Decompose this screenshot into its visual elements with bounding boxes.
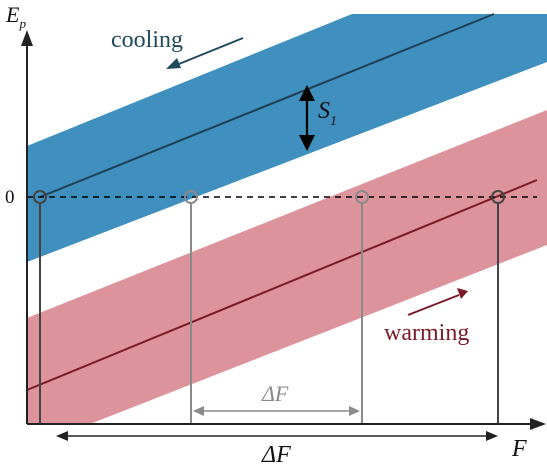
cooling-line	[39, 13, 495, 198]
delta-inner-label: ΔF	[261, 381, 289, 406]
y-axis-arrowhead	[21, 30, 33, 46]
cooling-arrow	[173, 37, 244, 67]
warming-arrow	[407, 294, 460, 316]
delta-inner-arrowhead-right	[349, 406, 360, 416]
warming-line	[26, 179, 538, 391]
cooling-arrowhead	[166, 58, 181, 69]
warming-band	[27, 110, 547, 424]
zero-label: 0	[5, 187, 15, 208]
intersection-circle-4	[491, 190, 505, 204]
delta-outer-arrowhead-right	[486, 431, 498, 441]
y-axis-label: Ep	[5, 2, 26, 31]
delta-outer-label: ΔF	[261, 442, 291, 466]
intersection-circle-3	[355, 190, 369, 204]
intersection-circle-1	[33, 190, 47, 204]
warming-label: warming	[384, 320, 469, 346]
x-axis-arrowhead	[530, 418, 546, 430]
warming-arrowhead	[457, 288, 468, 299]
intersection-circle-2	[184, 190, 198, 204]
separation-arrowhead-bottom	[299, 135, 315, 151]
separation-arrowhead-top	[299, 85, 315, 101]
x-axis-label: F	[511, 436, 527, 462]
cooling-label: cooling	[111, 27, 183, 53]
delta-inner-arrowhead-left	[193, 406, 204, 416]
cooling-band	[27, 14, 547, 262]
delta-outer-arrowhead-left	[56, 431, 68, 441]
separation-label: S1	[318, 98, 337, 129]
